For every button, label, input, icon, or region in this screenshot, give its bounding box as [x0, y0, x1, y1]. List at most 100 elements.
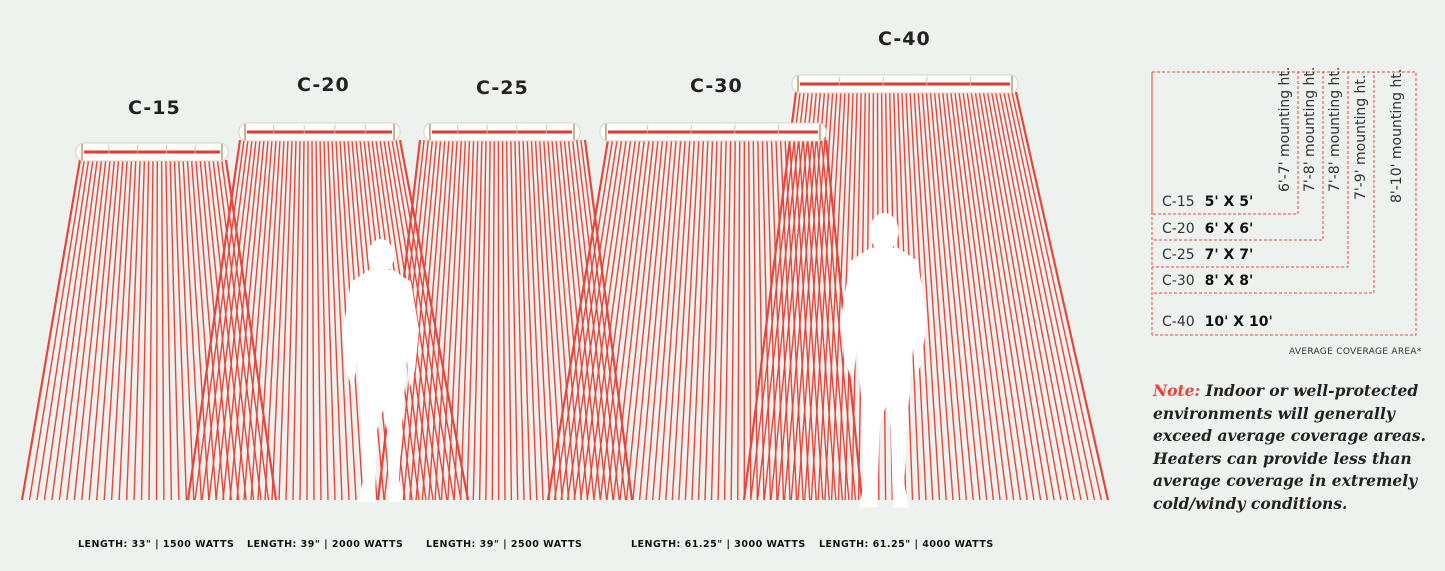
heat-ray: [757, 139, 765, 501]
heat-ray: [599, 139, 645, 501]
heat-ray: [982, 91, 1055, 501]
heat-ray: [194, 139, 245, 501]
heat-ray: [665, 139, 691, 501]
heat-ray: [485, 139, 491, 501]
heat-ray: [182, 159, 202, 501]
heat-ray: [1011, 91, 1102, 501]
heat-ray: [704, 139, 718, 501]
heat-ray: [178, 159, 195, 501]
heat-ray: [546, 139, 610, 501]
heat-ray: [678, 139, 700, 501]
heat-ray: [810, 91, 838, 501]
heat-ray: [118, 159, 137, 501]
heat-cone-c-20: [186, 139, 470, 501]
heat-ray: [459, 139, 475, 501]
heat-ray: [937, 91, 981, 501]
heat-ray: [576, 139, 620, 501]
model-title-c15: C-15: [128, 97, 181, 119]
heat-ray: [491, 139, 495, 501]
heater-unit-c-25: [423, 122, 581, 142]
heat-ray: [752, 139, 758, 501]
heat-ray: [974, 91, 1042, 501]
heat-ray: [387, 139, 448, 501]
heat-ray: [278, 139, 293, 501]
heat-ray: [553, 139, 614, 501]
heat-ray: [580, 139, 632, 501]
heat-ray: [466, 139, 479, 501]
heat-ray: [697, 139, 714, 501]
legend-size: 8' X 8': [1204, 273, 1254, 289]
heat-ray: [331, 139, 350, 501]
heat-ray: [730, 139, 736, 501]
heat-ray: [830, 91, 850, 501]
heat-ray: [777, 91, 818, 501]
heat-ray: [222, 139, 261, 501]
heat-ray: [534, 139, 557, 501]
spec-c20: LENGTH: 39" | 2000 WATTS: [247, 539, 404, 550]
heater-unit-c-30: [599, 122, 827, 142]
heat-ray: [402, 139, 438, 501]
heat-ray: [571, 139, 614, 501]
heat-ray: [567, 139, 608, 501]
heat-ray: [612, 139, 655, 501]
heat-ray: [20, 159, 82, 501]
heat-ray: [58, 159, 103, 501]
heat-ray: [942, 91, 988, 501]
mounting-ht-c25: 7'-8' mounting ht.: [1327, 66, 1343, 192]
heat-ray: [73, 159, 111, 501]
heat-ray: [155, 159, 159, 501]
legend-model: C-30: [1162, 273, 1195, 289]
heat-ray: [203, 159, 240, 501]
heat-ray: [684, 139, 705, 501]
heat-ray: [208, 159, 247, 501]
spec-c40: LENGTH: 61.25" | 4000 WATTS: [819, 539, 994, 550]
heat-ray: [501, 139, 506, 501]
heat-ray: [790, 91, 826, 501]
heat-ray: [173, 159, 188, 501]
heat-ray: [125, 159, 141, 501]
heat-ray: [566, 139, 623, 501]
heat-ray: [415, 139, 446, 501]
heat-ray: [478, 139, 487, 501]
heat-ray: [619, 139, 659, 501]
heat-ray: [81, 159, 116, 501]
heat-ray: [573, 139, 627, 501]
heat-ray: [958, 91, 1015, 501]
heat-ray: [453, 139, 471, 501]
heat-ray: [250, 139, 277, 501]
heat-ray: [802, 139, 830, 501]
heat-ray: [748, 139, 752, 501]
heat-ray: [391, 139, 455, 501]
heat-ray: [212, 159, 255, 501]
spec-c30: LENGTH: 61.25" | 3000 WATTS: [631, 539, 806, 550]
heat-ray: [580, 139, 627, 501]
heat-ray: [925, 91, 961, 501]
heat-ray: [763, 91, 809, 501]
heat-ray: [811, 139, 844, 501]
heat-ray: [994, 91, 1075, 501]
heat-ray: [933, 91, 974, 501]
heat-ray: [913, 91, 941, 501]
model-title-c30: C-30: [690, 75, 743, 97]
heat-ray: [820, 139, 857, 501]
heat-ray: [593, 139, 641, 501]
heat-ray: [817, 91, 842, 501]
heat-ray: [110, 159, 133, 501]
heat-ray: [28, 159, 85, 501]
heat-ray: [710, 139, 723, 501]
heat-ray: [319, 139, 329, 501]
heat-cone-c-15: [20, 159, 278, 501]
heat-ray: [409, 139, 442, 501]
heat-ray: [186, 159, 210, 501]
heat-ray: [428, 139, 454, 501]
heat-ray: [440, 139, 462, 501]
heat-ray: [804, 91, 834, 501]
heater-unit-c-15: [75, 142, 229, 162]
heat-ray: [510, 139, 519, 501]
legend-row-c25: C-25 7' X 7': [1162, 247, 1253, 263]
heat-ray: [518, 139, 532, 501]
mounting-ht-c40: 8'-10' mounting ht.: [1389, 68, 1405, 203]
heat-ray: [327, 139, 343, 501]
heater-unit-c-40: [791, 74, 1019, 94]
